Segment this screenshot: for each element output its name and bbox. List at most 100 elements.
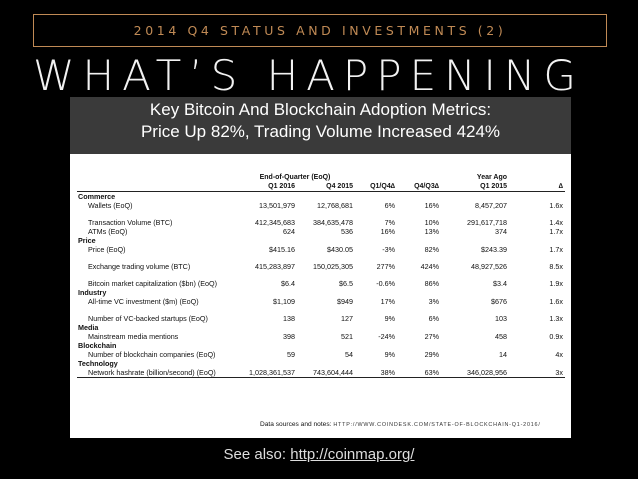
table-row: Wallets (EoQ) 13,501,979 12,768,681 6% 16% 8,… [77,201,565,210]
metric-value: -24% [378,331,395,341]
metric-value: 150,025,305 [313,261,353,271]
metric-value: 1.7x [549,226,563,236]
metric-value: $243.39 [481,244,507,254]
metric-label: Number of blockchain companies (EoQ) [88,349,216,359]
metric-value: 1.6x [549,200,563,210]
section-row: Technology [77,359,565,368]
section-banner: 2014 Q4 STATUS AND INVESTMENTS (2) [33,14,607,47]
page-title: WHAT’S HAPPENING [33,51,584,100]
metric-value: 384,635,478 [313,217,353,227]
metric-value: 38% [355,367,397,378]
table-row: Exchange trading volume (BTC) 415,283,897… [77,262,565,271]
metric-value: 412,345,683 [255,217,295,227]
metric-label: Network hashrate (billion/second) (EoQ) [77,367,235,378]
metric-value: 624 [283,226,295,236]
metric-value: 6% [428,313,439,323]
metric-value: $430.05 [327,244,353,254]
table-row: Transaction Volume (BTC) 412,345,683 384,6… [77,218,565,227]
metric-value: 16% [380,226,395,236]
table-row: Number of VC-backed startups (EoQ) 138 127… [77,314,565,323]
metric-label: Bitcoin market capitalization ($bn) (EoQ… [88,278,218,288]
metric-value: 127 [341,313,353,323]
metric-value: $415.16 [269,244,295,254]
metric-value: 3% [428,296,439,306]
metric-value: 10% [424,217,439,227]
slide-title-line-2: Price Up 82%, Trading Volume Increased 4… [140,122,501,141]
metric-value: 82% [424,244,439,254]
spacer-row [77,306,565,314]
section-row: Commerce [77,191,565,201]
metric-value: 277% [376,261,395,271]
section-label: Technology [78,358,118,368]
metric-value: 29% [424,349,439,359]
section-row: Blockchain [77,341,565,350]
metric-value: $949 [337,296,353,306]
slide-header: Key Bitcoin And Blockchain Adoption Metr… [70,97,571,154]
metric-value: 743,604,444 [297,367,355,378]
section-row: Price [77,236,565,245]
group-header-eoq: End-of-Quarter (EoQ) [259,174,331,181]
metric-value: 398 [283,331,295,341]
see-also-label: See also: [223,446,287,463]
table-row: All-time VC investment ($m) (EoQ) $1,109 $… [77,297,565,306]
footnote: Data sources and notes: HTTP://WWW.COIND… [260,421,541,428]
metric-value: 1.7x [549,244,563,254]
metric-value: 9% [384,349,395,359]
metric-value: 59 [287,349,295,359]
footnote-source: HTTP://WWW.COINDESK.COM/STATE-OF-BLOCKCH… [333,422,541,428]
metric-value: 63% [397,367,441,378]
metric-value: 374 [495,226,507,236]
spacer-row [77,271,565,279]
slide-title-line-1: Key Bitcoin And Blockchain Adoption Metr… [149,100,492,119]
metric-value: 1.6x [549,296,563,306]
column-header: ∆ [509,182,565,192]
metric-value: 1.3x [549,313,563,323]
metric-value: 17% [380,296,395,306]
metric-label: Mainstream media mentions [88,331,179,341]
column-header: Q1 2016 [235,182,297,192]
table-row: Mainstream media mentions 398 521 -24% 27% 45… [77,332,565,341]
group-header-year-ago: Year Ago [476,174,507,181]
section-label: Price [78,235,96,245]
table-row: Bitcoin market capitalization ($bn) (EoQ… [77,279,565,288]
metric-label: ATMs (EoQ) [88,226,128,236]
metric-value: $676 [491,296,507,306]
table-row: Number of blockchain companies (EoQ) 59 54… [77,350,565,359]
metric-value: 458 [495,331,507,341]
footnote-label: Data sources and notes: [260,421,332,428]
metric-value: $1,109 [273,296,295,306]
section-row: Industry [77,288,565,297]
metric-value: 103 [495,313,507,323]
metric-value: 521 [341,331,353,341]
spacer-row [77,254,565,262]
coinmap-link[interactable]: http://coinmap.org/ [290,446,415,463]
table-row: Network hashrate (billion/second) (EoQ) 1… [77,367,565,378]
metrics-table: End-of-Quarter (EoQ) Year Ago Q1 2016 Q4… [77,173,565,378]
metric-label: All-time VC investment ($m) (EoQ) [88,296,199,306]
metric-value: 1.4x [549,217,563,227]
metric-value: 415,283,897 [255,261,295,271]
metric-value: 12,768,681 [317,200,353,210]
metric-label: Exchange trading volume (BTC) [88,261,191,271]
metric-value: -0.6% [376,278,395,288]
column-header: Q4/Q3∆ [397,182,441,192]
metric-value: 1.9x [549,278,563,288]
metric-label: Wallets (EoQ) [88,200,133,210]
metric-value: $6.4 [281,278,295,288]
metric-value: 9% [384,313,395,323]
metric-value: 27% [424,331,439,341]
table-row: Price (EoQ) $415.16 $430.05 -3% 82% $243.39 1.… [77,245,565,254]
metric-label: Transaction Volume (BTC) [88,217,173,227]
column-header: Q1/Q4∆ [355,182,397,192]
metric-value: 7% [384,217,395,227]
metric-value: 3x [509,367,565,378]
metric-value: $3.4 [493,278,507,288]
table-row: ATMs (EoQ) 624 536 16% 13% 374 1.7x [77,227,565,236]
metric-value: 54 [345,349,353,359]
column-header: Q4 2015 [297,182,355,192]
metric-value: 48,927,526 [471,261,507,271]
metric-value: 13,501,979 [259,200,295,210]
section-label: Blockchain [78,340,117,350]
metric-value: 8.5x [549,261,563,271]
metric-value: -3% [382,244,395,254]
